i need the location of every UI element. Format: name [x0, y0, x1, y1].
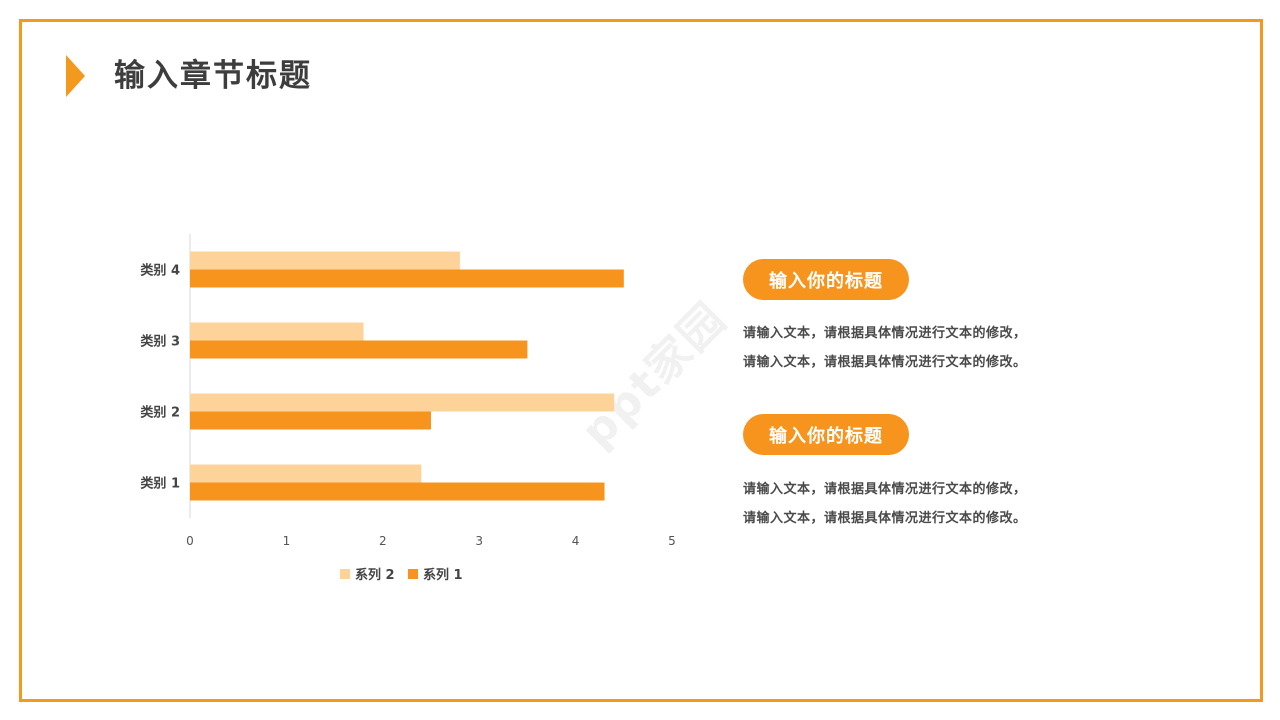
legend-swatch-1: [340, 569, 350, 579]
panel-title-2: 输入你的标题: [743, 414, 909, 455]
panel-1-line-2: 请输入文本，请根据具体情况进行文本的修改。: [743, 355, 1027, 370]
panel-1-line-1: 请输入文本，请根据具体情况进行文本的修改，: [743, 326, 1027, 341]
legend-label-2: 系列 1: [423, 567, 463, 583]
title-arrow-icon: [66, 55, 85, 97]
x-tick-label-1: 1: [283, 534, 291, 548]
bar-series1-cat3: [190, 340, 528, 359]
category-label-4: 类别 4: [140, 263, 180, 279]
slide-frame: [19, 19, 1263, 702]
panel-title-1: 输入你的标题: [743, 259, 909, 300]
x-tick-label-2: 2: [379, 534, 387, 548]
panel-2-line-2: 请输入文本，请根据具体情况进行文本的修改。: [743, 511, 1027, 526]
x-tick-label-5: 5: [668, 534, 676, 548]
category-label-3: 类别 3: [140, 334, 180, 350]
page-title: 输入章节标题: [114, 58, 312, 94]
bar-series2-cat3: [190, 322, 364, 341]
bar-series1-cat2: [190, 411, 431, 430]
legend-label-1: 系列 2: [355, 567, 395, 583]
bar-series1-cat1: [190, 482, 605, 501]
panel-2-line-1: 请输入文本，请根据具体情况进行文本的修改，: [743, 482, 1027, 497]
category-label-2: 类别 2: [140, 405, 180, 421]
x-tick-label-4: 4: [572, 534, 580, 548]
bar-series2-cat2: [190, 393, 615, 412]
bar-series1-cat4: [190, 269, 624, 288]
bar-series2-cat1: [190, 464, 422, 483]
x-tick-label-3: 3: [475, 534, 483, 548]
legend-swatch-2: [408, 569, 418, 579]
category-label-1: 类别 1: [140, 476, 180, 492]
bar-series2-cat4: [190, 251, 460, 270]
x-tick-label-0: 0: [186, 534, 194, 548]
panel-body-1: 请输入文本，请根据具体情况进行文本的修改， 请输入文本，请根据具体情况进行文本的…: [743, 319, 1103, 377]
panel-body-2: 请输入文本，请根据具体情况进行文本的修改， 请输入文本，请根据具体情况进行文本的…: [743, 475, 1103, 533]
